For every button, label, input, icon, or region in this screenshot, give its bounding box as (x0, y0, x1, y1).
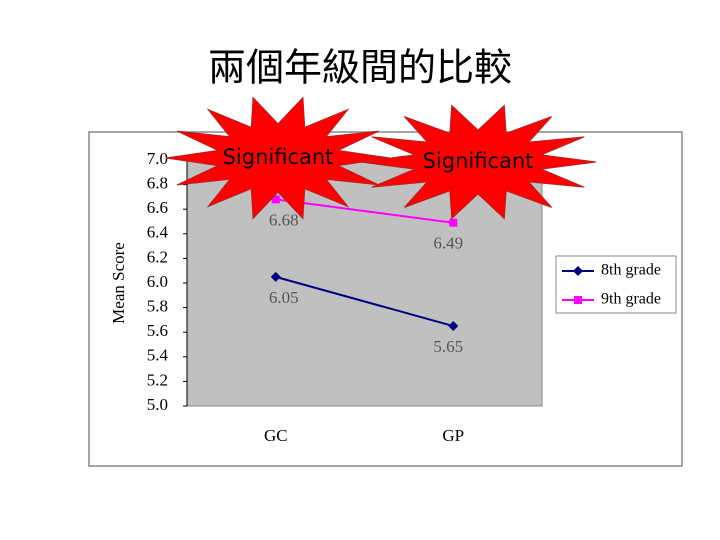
x-tick-label: GP (442, 426, 464, 445)
data-label: 6.05 (269, 288, 299, 307)
y-tick-label: 6.0 (147, 272, 168, 291)
legend-marker (573, 266, 583, 276)
y-tick-label: 6.8 (147, 174, 168, 193)
y-tick-label: 5.6 (147, 321, 168, 340)
starburst (359, 104, 597, 220)
data-label: 6.68 (269, 210, 299, 229)
series-line (275, 198, 454, 224)
point (448, 321, 459, 332)
y-tick-label: 5.2 (147, 370, 168, 389)
y-tick-label: 5.0 (147, 395, 168, 414)
annotation: Significant (223, 145, 334, 169)
series-line (275, 275, 454, 328)
point (271, 195, 280, 204)
y-tick-label: 5.4 (147, 346, 169, 365)
data-label: 6.49 (433, 234, 463, 253)
y-tick-label: 6.2 (147, 247, 168, 266)
y-tick-label: 7.0 (147, 149, 168, 168)
point (449, 218, 458, 227)
y-axis-label: Mean Score (109, 242, 128, 324)
y-tick-label: 6.4 (147, 223, 169, 242)
y-tick-label: 6.6 (147, 198, 168, 217)
plot-area (186, 159, 543, 407)
starburst (165, 96, 391, 220)
x-tick-label: GC (264, 426, 288, 445)
legend-label: 9th grade (601, 291, 661, 308)
annotation: Significant (423, 149, 534, 173)
slide-title: 兩個年級間的比較 (208, 48, 512, 90)
point (270, 271, 281, 282)
data-label: 5.65 (433, 337, 463, 356)
y-tick-label: 5.8 (147, 297, 168, 316)
legend-label: 8th grade (601, 262, 661, 279)
legend-marker (574, 296, 582, 304)
